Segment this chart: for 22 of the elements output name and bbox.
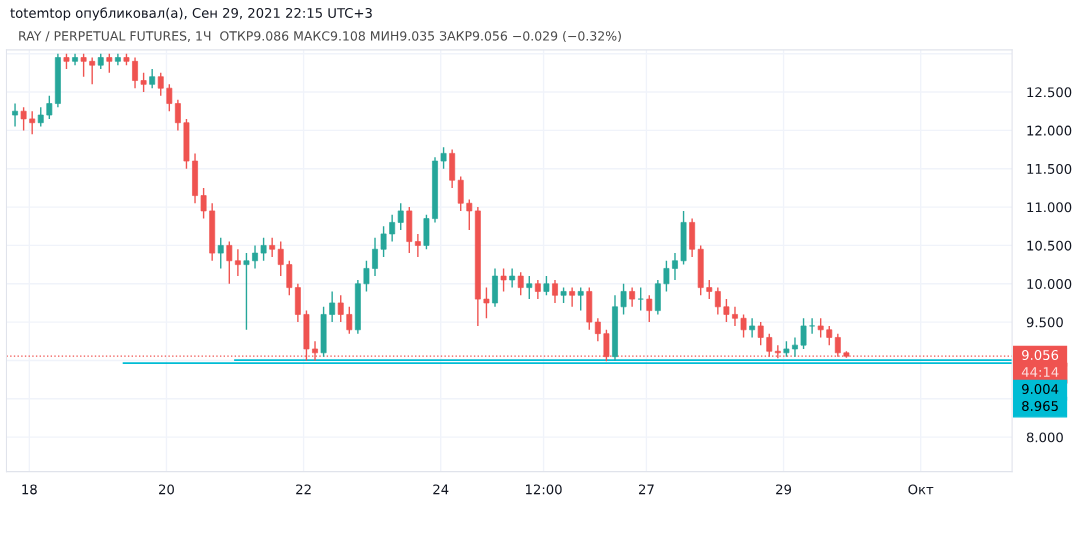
y-tick-label: 9.500 <box>1026 317 1063 328</box>
x-tick-label: 24 <box>433 484 449 495</box>
y-tick-label: 11.500 <box>1027 163 1072 174</box>
data-label: 8.965 <box>1022 401 1058 411</box>
x-tick-label: 12:00 <box>526 484 562 495</box>
y-tick-label: 12.500 <box>1027 87 1072 98</box>
x-tick-label: Окт <box>908 484 934 495</box>
ref-line-label: 9.056 <box>1022 350 1059 360</box>
x-tick-label: 29 <box>776 484 792 495</box>
y-tick-label: 12.000 <box>1027 125 1072 136</box>
x-tick-label: 22 <box>296 484 311 495</box>
y-tick-label: 10.000 <box>1027 278 1072 289</box>
data-label: 9.004 <box>1022 384 1059 394</box>
y-tick-label: 11.000 <box>1027 202 1072 213</box>
chart-title: totemtop опубликовал(а), Сен 29, 2021 22:15 UTC+3 <box>10 7 372 21</box>
y-tick-label: 8.000 <box>1026 432 1063 443</box>
x-tick-label: 27 <box>638 484 654 495</box>
y-tick-label: 10.500 <box>1027 240 1072 251</box>
x-tick-label: 18 <box>22 484 37 495</box>
chart-subtitle: RAY / PERPETUAL FUTURES, 1Ч ОТКР9.086 МАКС9.108 МИН9.035 ЗАКР9.056 −0.029 (−0.32%) <box>19 30 621 43</box>
text: 44:14 <box>1021 367 1059 377</box>
x-tick-label: 20 <box>159 484 174 495</box>
